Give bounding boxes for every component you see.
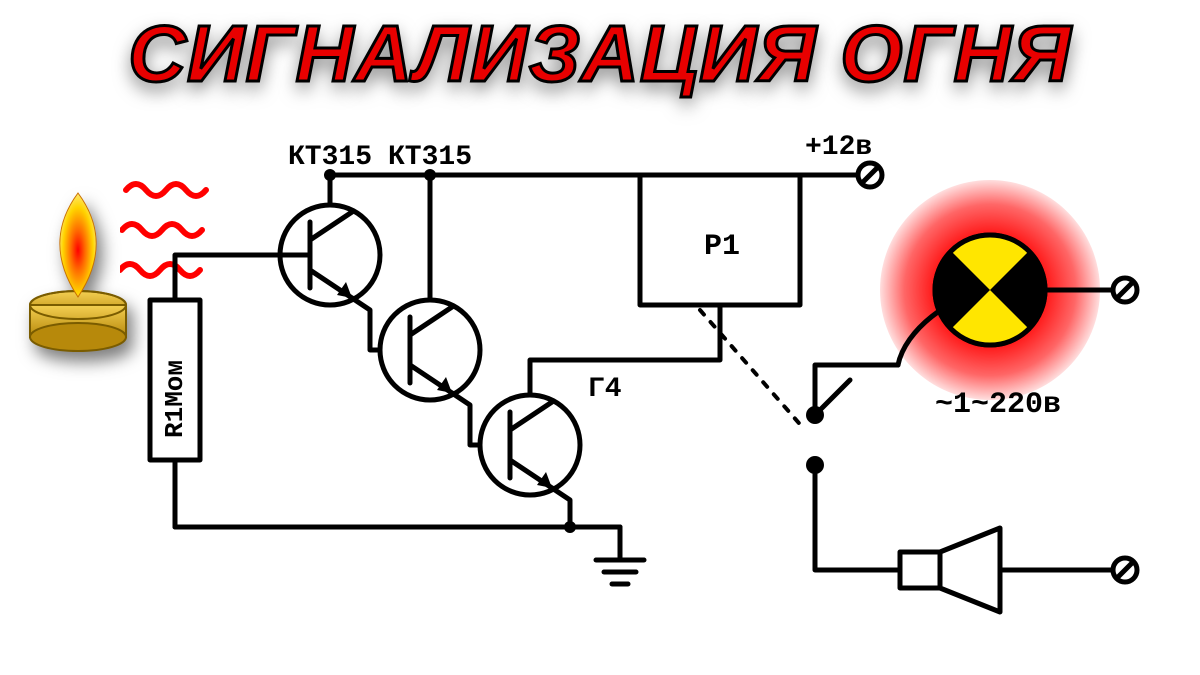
label-lamp-voltage: ~1~220в — [935, 388, 1061, 422]
label-r1: R1Мом — [160, 360, 190, 438]
label-q1: КТ315 — [288, 142, 372, 173]
label-relay: Р1 — [704, 230, 740, 264]
label-vcc: +12в — [805, 132, 872, 163]
schematic-diagram — [0, 0, 1200, 675]
label-q2: КТ315 — [388, 142, 472, 173]
label-q3-side: Г4 — [588, 374, 622, 405]
